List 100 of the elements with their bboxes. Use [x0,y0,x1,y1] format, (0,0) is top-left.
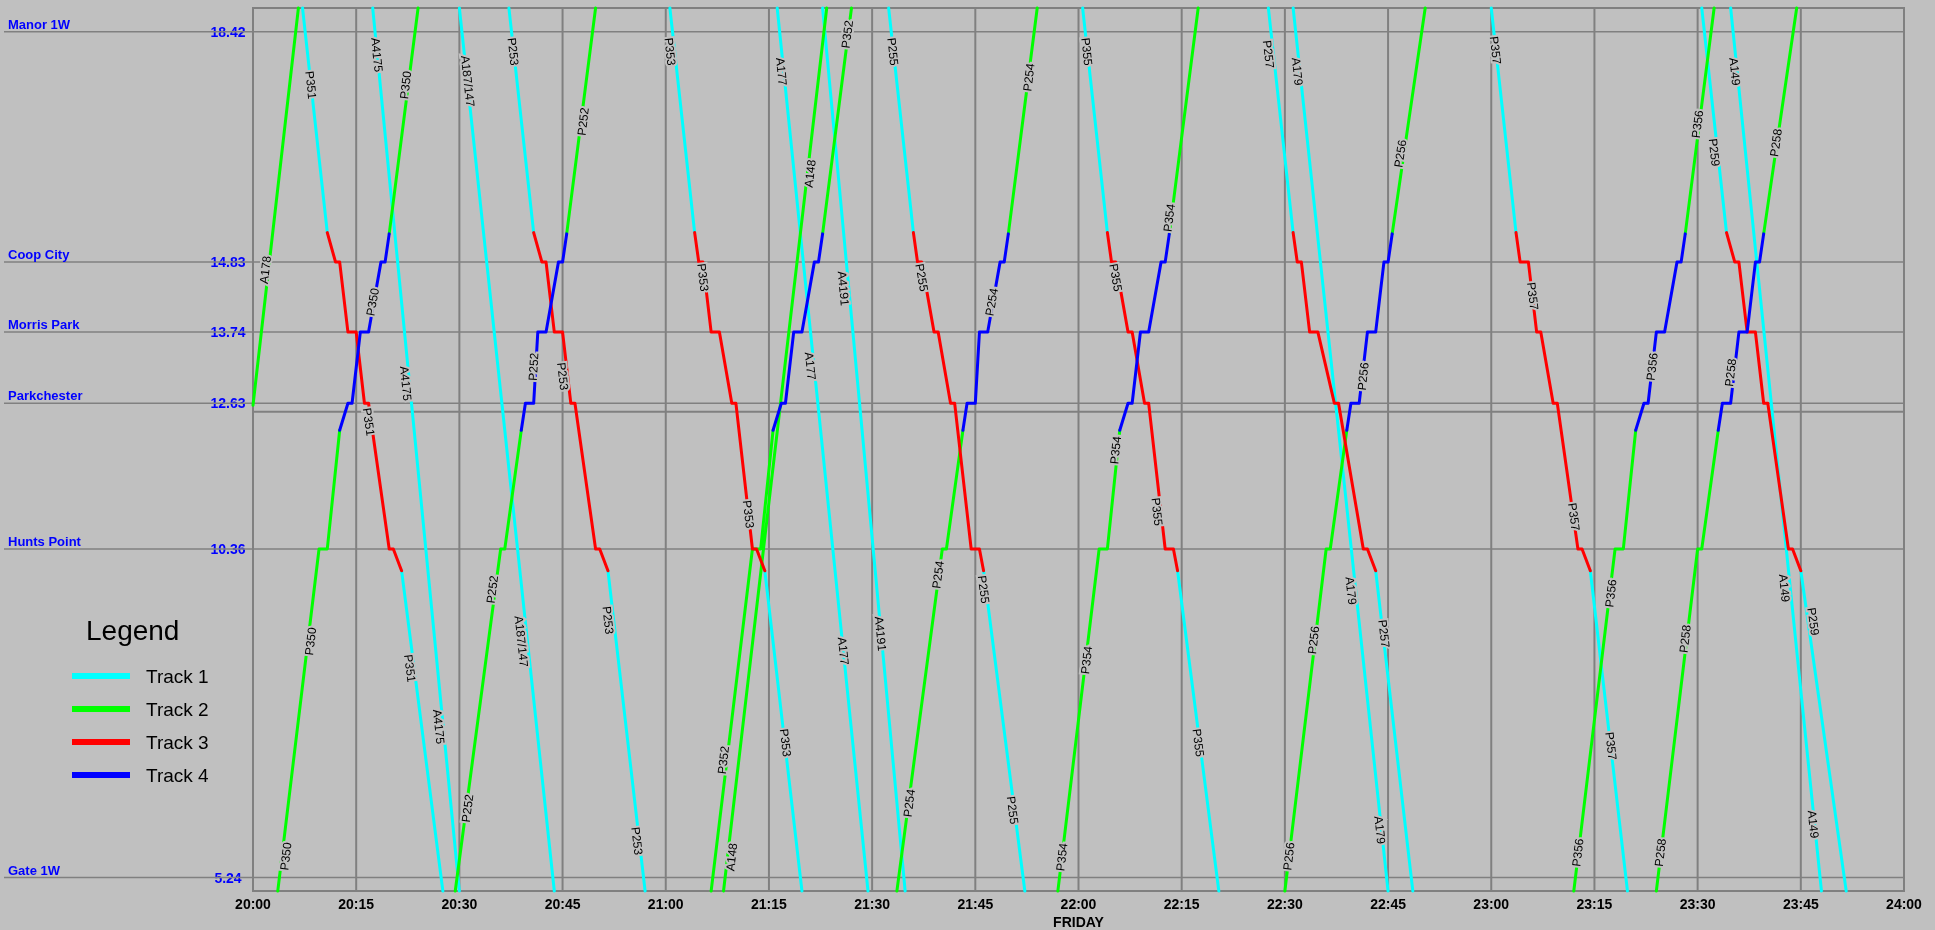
x-tick-label: 24:00 [1886,896,1923,912]
annotation: P353 [739,499,757,530]
annotation: A187/147 [511,615,532,668]
x-tick-label: 20:30 [441,896,478,912]
annotation: P258 [1651,837,1670,868]
annotation: P354 [1053,841,1071,872]
annotation: P256 [1305,625,1323,655]
legend-label: Track 1 [146,665,209,687]
annotation: P255 [884,36,902,67]
annotation: P356 [1602,578,1620,608]
annotation: A4191 [871,615,889,652]
annotation: P255 [912,262,932,293]
annotation: A4175 [368,36,386,74]
ref-line-label: Parkchester [8,388,83,404]
annotation: P354 [1078,644,1096,675]
annotation: P354 [1107,435,1125,465]
x-tick-label: 20:45 [544,896,581,912]
annotation: P353 [661,36,679,67]
annotation: P352 [838,19,857,50]
ref-line-label: Coop City [8,247,71,263]
annotation: P351 [401,653,419,684]
annotation: P351 [359,407,378,438]
annotation: P254 [900,787,919,818]
annotation: P350 [277,841,295,872]
annotation: P259 [1804,606,1823,637]
annotation: P357 [1602,731,1620,762]
annotation: P356 [1569,837,1587,868]
annotation: P256 [1354,361,1372,392]
ref-line-label: Manor 1W [8,16,71,32]
annotation: A4191 [834,270,852,307]
annotation: P258 [1722,357,1740,388]
annotation: P356 [1643,351,1661,382]
annotation: A148 [723,841,741,872]
annotation: P252 [458,793,477,824]
ref-line-label: Gate 1W [8,862,61,878]
annotation: A179 [1288,56,1306,87]
annotation: P350 [302,626,320,657]
annotation: A178 [256,254,274,285]
ref-line-label: Morris Park [8,317,81,333]
annotation: P254 [929,559,947,590]
legend-label: Track 2 [146,698,209,720]
x-tick-label: 23:30 [1679,896,1716,912]
annotation: A187/147 [457,54,478,108]
annotation: P258 [1767,127,1786,158]
annotation: A148 [801,158,819,189]
annotation: P255 [974,574,993,605]
x-axis-title: FRIDAY [1053,914,1105,930]
x-tick-label: 22:00 [1060,896,1097,912]
x-tick-label: 22:15 [1163,896,1200,912]
ref-line-label: Hunts Point [8,533,82,549]
annotation: P253 [599,605,617,636]
x-tick-label: 21:00 [647,896,684,912]
annotation: A177 [834,636,852,666]
x-tick-label: 20:00 [235,896,272,912]
annotation: P253 [554,361,572,392]
annotation: A4175 [430,708,448,745]
annotation: A4175 [397,365,415,402]
annotation: A179 [1371,815,1389,846]
annotation: P355 [1148,497,1166,527]
y-tick-label: 14.83 [210,254,246,271]
annotation: P252 [525,352,542,382]
annotation: A149 [1726,56,1744,87]
annotation: P355 [1078,36,1096,67]
x-tick-label: 23:45 [1782,896,1819,912]
annotation: P257 [1375,618,1393,649]
annotation: P353 [694,262,712,293]
x-tick-label: 21:30 [854,896,891,912]
x-tick-label: 23:15 [1576,896,1613,912]
annotation: P257 [1259,39,1277,70]
annotation: P254 [1020,62,1038,93]
annotation: A177 [801,351,819,382]
x-tick-label: 21:45 [957,896,994,912]
annotation: P252 [574,106,592,137]
annotation: P357 [1523,281,1542,312]
annotation: P259 [1705,137,1723,168]
annotation: P350 [363,286,383,317]
annotation: P355 [1189,727,1207,758]
annotation: A149 [1804,809,1822,840]
annotation: P353 [776,728,795,758]
x-tick-label: 22:45 [1370,896,1407,912]
legend-label: Track 4 [146,764,210,786]
annotation: P254 [982,286,1002,317]
annotation: P258 [1676,623,1694,654]
y-tick-label: 13.74 [210,324,246,341]
annotation: P252 [483,574,502,605]
annotation: P350 [397,69,415,100]
annotation: P356 [1688,109,1707,139]
annotation: P253 [628,826,646,856]
annotation: P256 [1391,138,1410,169]
x-tick-label: 23:00 [1473,896,1510,912]
annotation: A149 [1775,573,1793,604]
legend-label: Track 3 [146,731,209,753]
annotation: P255 [1003,795,1022,826]
annotation: P256 [1280,841,1298,872]
annotation: P355 [1106,262,1126,293]
x-tick-label: 20:15 [338,896,375,912]
x-tick-label: 21:15 [751,896,788,912]
annotation: P351 [302,70,320,101]
y-tick-label: 10.36 [210,540,246,557]
annotation: P253 [504,36,522,67]
